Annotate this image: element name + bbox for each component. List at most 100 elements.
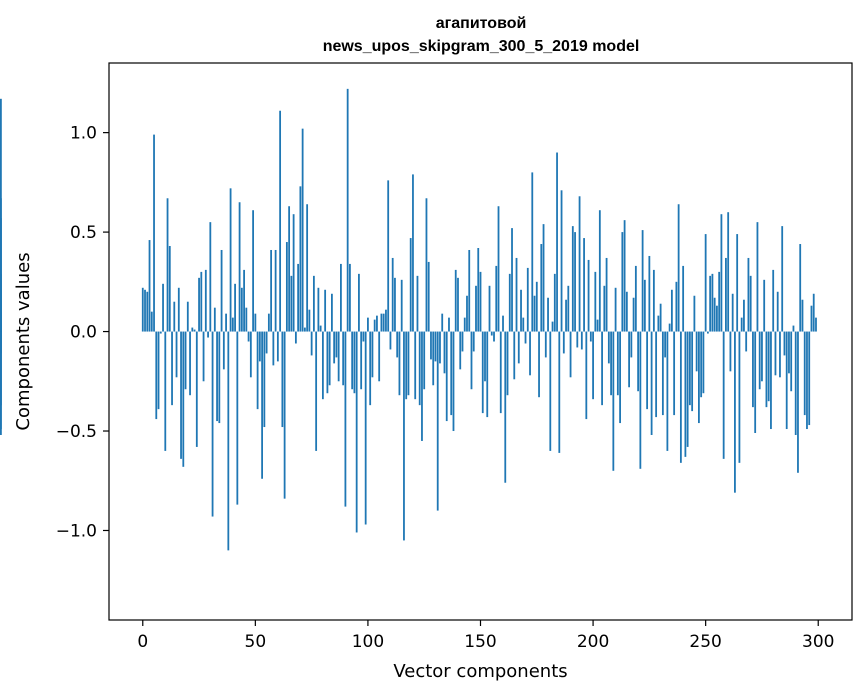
bar-245 xyxy=(693,295,696,332)
bar-118 xyxy=(407,331,410,396)
bar-236 xyxy=(673,331,676,416)
bar-168 xyxy=(520,289,522,332)
bar-298 xyxy=(812,293,815,332)
bar-80 xyxy=(321,331,324,400)
bar-114 xyxy=(398,331,401,396)
bar-128 xyxy=(430,331,432,360)
bar-145 xyxy=(468,249,471,332)
bar-223 xyxy=(643,279,646,332)
bar-151 xyxy=(481,331,484,414)
bar-100 xyxy=(367,317,369,332)
bar-272 xyxy=(754,331,757,433)
bar-270 xyxy=(749,275,752,332)
bar-225 xyxy=(648,255,651,332)
bar-30 xyxy=(209,222,212,332)
bar-74 xyxy=(308,309,311,332)
bar-12 xyxy=(168,246,171,332)
bar-112 xyxy=(394,277,396,332)
bar-155 xyxy=(490,331,493,336)
bar-138 xyxy=(452,331,455,432)
bar-175 xyxy=(535,281,538,332)
bar-76 xyxy=(312,275,315,332)
bar-174 xyxy=(533,295,536,332)
bar-121 xyxy=(414,331,417,400)
bar-177 xyxy=(540,244,543,332)
bar-92 xyxy=(349,263,351,332)
bar-199 xyxy=(589,331,592,342)
bar-130 xyxy=(434,331,437,362)
bar-71 xyxy=(301,128,304,332)
bar-197 xyxy=(585,331,588,420)
bar-195 xyxy=(580,331,583,350)
bar-122 xyxy=(416,275,419,332)
bar-179 xyxy=(544,331,547,358)
bar-110 xyxy=(389,331,392,350)
bar-247 xyxy=(698,331,700,424)
bar-256 xyxy=(718,271,721,332)
bar-116 xyxy=(403,331,405,541)
bar-101 xyxy=(369,331,372,406)
bar-296 xyxy=(808,331,811,426)
bar-64 xyxy=(285,242,288,332)
x-tick-label: 200 xyxy=(577,632,609,652)
bar-11 xyxy=(166,198,169,332)
bar-217 xyxy=(630,331,633,358)
bar-210 xyxy=(614,287,617,332)
bar-274 xyxy=(758,331,761,390)
bar-185 xyxy=(558,331,561,453)
bar-20 xyxy=(186,301,189,332)
bar-264 xyxy=(736,234,739,332)
bar-204 xyxy=(601,331,603,406)
bar-113 xyxy=(396,331,399,358)
bar-22 xyxy=(191,327,194,332)
bar-62 xyxy=(281,331,284,428)
bar-222 xyxy=(641,230,644,332)
bar-60 xyxy=(276,331,279,362)
bar-239 xyxy=(679,331,682,463)
bar-297 xyxy=(810,305,813,332)
bar-226 xyxy=(650,331,653,435)
bar-159 xyxy=(499,331,502,414)
bar-146 xyxy=(470,331,473,390)
bar-150 xyxy=(479,271,482,332)
bar-56 xyxy=(267,313,270,332)
bar-120 xyxy=(412,174,414,332)
bar-23 xyxy=(193,329,196,332)
bar-278 xyxy=(767,331,770,402)
bar-69 xyxy=(297,263,300,332)
bar-165 xyxy=(513,331,516,380)
bar-178 xyxy=(542,224,545,332)
bar-126 xyxy=(425,198,428,332)
bar-47 xyxy=(247,331,250,342)
bar-241 xyxy=(684,331,687,457)
bar-83 xyxy=(328,331,331,386)
bar-141 xyxy=(459,331,462,370)
bar-193 xyxy=(576,331,579,348)
bar-61 xyxy=(279,110,282,332)
bar-139 xyxy=(454,269,457,332)
bar-148 xyxy=(475,285,477,332)
bar-214 xyxy=(623,220,626,332)
bar-82 xyxy=(326,331,329,394)
bar-202 xyxy=(596,319,599,332)
bar-194 xyxy=(578,196,581,332)
bar-55 xyxy=(265,331,268,354)
y-tick-label: −0.5 xyxy=(56,422,97,442)
bar-269 xyxy=(747,257,750,332)
bar-107 xyxy=(382,313,385,332)
bar-21 xyxy=(189,331,191,396)
bar-59 xyxy=(274,249,277,332)
y-axis-label: Components values xyxy=(13,252,34,430)
bar-48 xyxy=(249,331,252,378)
bar-41 xyxy=(234,283,236,332)
bar-205 xyxy=(603,285,606,332)
bar-94 xyxy=(353,331,356,394)
bar-170 xyxy=(524,331,527,344)
bar-17 xyxy=(180,331,182,459)
bar-228 xyxy=(655,331,658,418)
bar-57 xyxy=(270,249,273,332)
bar-246 xyxy=(695,331,698,372)
bar-98 xyxy=(362,331,365,342)
bar-79 xyxy=(319,325,322,332)
